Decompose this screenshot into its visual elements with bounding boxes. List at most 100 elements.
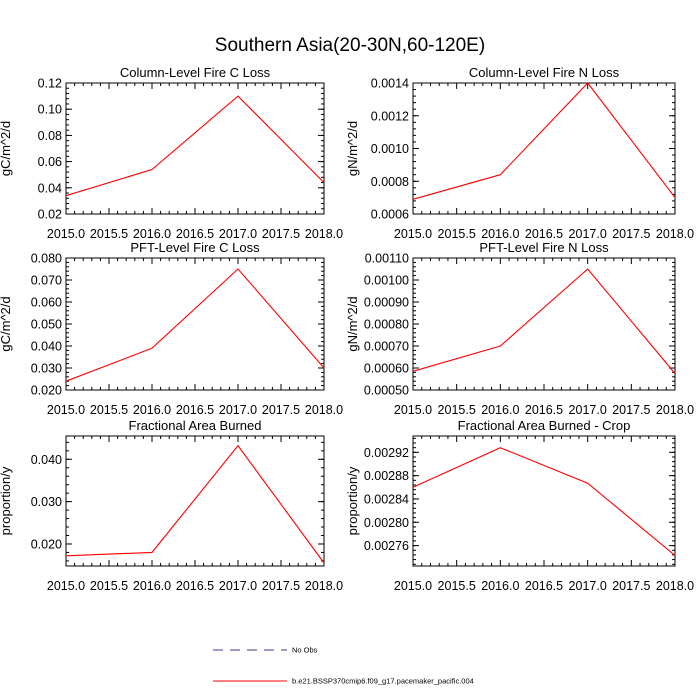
y-axis-label: gC/m^2/d: [0, 121, 13, 176]
x-tick-label: 2016.0: [133, 403, 171, 417]
x-tick-label: 2017.5: [612, 579, 650, 593]
panel-2: Column-Level Fire N Loss 2015.0 2015.5 2016…: [345, 65, 694, 241]
y-tick-label: 0.12: [38, 77, 62, 91]
y-tick-label: 0.00100: [364, 274, 409, 288]
x-tick-label: 2015.0: [47, 579, 85, 593]
x-tick-label: 2018.0: [305, 403, 343, 417]
x-tick-label: 2017.5: [612, 403, 650, 417]
y-axis-label: gN/m^2/d: [345, 296, 360, 351]
x-tick-label: 2016.0: [481, 579, 519, 593]
x-tick-label: 2016.5: [525, 227, 563, 241]
x-tick-label: 2016.5: [176, 403, 214, 417]
x-tick-label: 2015.5: [438, 579, 476, 593]
panel-title: PFT-Level Fire C Loss: [130, 240, 260, 255]
x-tick-label: 2018.0: [656, 403, 694, 417]
x-tick-label: 2016.5: [176, 227, 214, 241]
x-tick-label: 2018.0: [656, 227, 694, 241]
y-tick-label: 0.02: [38, 208, 62, 222]
series-line: [65, 268, 325, 382]
plot-frame: [412, 435, 676, 567]
panel-title: PFT-Level Fire N Loss: [479, 240, 609, 255]
series-line: [65, 444, 325, 564]
plot-frame: [65, 82, 325, 215]
y-tick-label: 0.020: [31, 537, 62, 551]
legend: No Obs b.e21.BSSP370cmip6.f09_g17.pacemak…: [213, 646, 474, 686]
panel-1: Column-Level Fire C Loss 2015.0 2015.5 2016…: [0, 65, 343, 241]
y-tick-label: 0.04: [38, 181, 62, 195]
y-tick-label: 0.0008: [371, 175, 409, 189]
y-tick-label: 0.00284: [364, 492, 409, 506]
panel-6: Fractional Area Burned - Crop 2015.0 2015.…: [345, 418, 694, 593]
x-tick-label: 2015.5: [90, 403, 128, 417]
x-tick-label: 2016.0: [133, 227, 171, 241]
x-tick-label: 2017.0: [569, 579, 607, 593]
x-tick-label: 2015.5: [438, 227, 476, 241]
y-tick-label: 0.08: [38, 129, 62, 143]
x-tick-label: 2016.0: [481, 403, 519, 417]
y-tick-label: 0.00292: [364, 446, 409, 460]
y-tick-label: 0.00050: [364, 384, 409, 398]
y-tick-label: 0.00060: [364, 362, 409, 376]
y-tick-label: 0.00080: [364, 318, 409, 332]
y-axis-label: proportion/y: [345, 466, 360, 535]
x-tick-label: 2017.0: [219, 403, 257, 417]
y-tick-label: 0.0006: [371, 208, 409, 222]
panel-5: Fractional Area Burned 2015.0 2015.5 2016.0…: [0, 418, 343, 593]
y-tick-label: 0.030: [31, 495, 62, 509]
x-tick-label: 2017.5: [612, 227, 650, 241]
y-axis-label: gC/m^2/d: [0, 296, 13, 351]
x-tick-label: 2017.0: [569, 403, 607, 417]
legend-label-1: No Obs: [292, 646, 318, 655]
x-tick-label: 2015.5: [90, 227, 128, 241]
x-tick-label: 2016.5: [525, 579, 563, 593]
y-tick-label: 0.030: [31, 362, 62, 376]
x-tick-label: 2015.0: [47, 227, 85, 241]
y-tick-label: 0.080: [31, 252, 62, 266]
x-tick-label: 2016.5: [525, 403, 563, 417]
y-tick-label: 0.06: [38, 155, 62, 169]
series-line: [65, 95, 325, 197]
panel-title: Column-Level Fire N Loss: [469, 65, 620, 80]
y-tick-label: 0.0014: [371, 77, 409, 91]
y-tick-label: 0.0012: [371, 109, 409, 123]
panel-title: Column-Level Fire C Loss: [120, 65, 271, 80]
x-tick-label: 2017.0: [219, 579, 257, 593]
x-tick-label: 2018.0: [305, 227, 343, 241]
x-tick-label: 2016.0: [481, 227, 519, 241]
y-tick-label: 0.00276: [364, 539, 409, 553]
y-tick-label: 0.00090: [364, 296, 409, 310]
y-tick-label: 0.0010: [371, 142, 409, 156]
y-tick-label: 0.00280: [364, 516, 409, 530]
panel-4: PFT-Level Fire N Loss 2015.0 2015.5 2016.0 2…: [345, 240, 694, 417]
plot-frame: [412, 257, 676, 391]
series-line: [412, 82, 676, 200]
legend-label-2: b.e21.BSSP370cmip6.f09_g17.pacemaker_pac…: [292, 677, 474, 686]
y-tick-label: 0.040: [31, 453, 62, 467]
y-tick-label: 0.020: [31, 384, 62, 398]
y-tick-label: 0.00070: [364, 340, 409, 354]
x-tick-label: 2017.0: [569, 227, 607, 241]
y-tick-label: 0.10: [38, 103, 62, 117]
series-line: [412, 268, 676, 374]
x-tick-label: 2017.5: [262, 403, 300, 417]
x-tick-label: 2015.5: [438, 403, 476, 417]
x-tick-label: 2015.5: [90, 579, 128, 593]
figure-title: Southern Asia(20-30N,60-120E): [215, 35, 485, 56]
x-tick-label: 2018.0: [305, 579, 343, 593]
y-axis-label: gN/m^2/d: [345, 121, 360, 176]
y-tick-label: 0.040: [31, 340, 62, 354]
panels: Column-Level Fire C Loss 2015.0 2015.5 2016…: [0, 65, 694, 593]
y-tick-label: 0.050: [31, 318, 62, 332]
panel-3: PFT-Level Fire C Loss 2015.0 2015.5 2016.0 2…: [0, 240, 343, 417]
y-tick-label: 0.00288: [364, 469, 409, 483]
x-tick-label: 2015.0: [394, 227, 432, 241]
plot-frame: [65, 435, 325, 567]
y-tick-label: 0.070: [31, 274, 62, 288]
x-tick-label: 2015.0: [394, 403, 432, 417]
x-tick-label: 2017.5: [262, 227, 300, 241]
y-axis-label: proportion/y: [0, 466, 13, 535]
x-tick-label: 2016.0: [133, 579, 171, 593]
x-tick-label: 2017.0: [219, 227, 257, 241]
y-tick-label: 0.00110: [365, 252, 409, 266]
